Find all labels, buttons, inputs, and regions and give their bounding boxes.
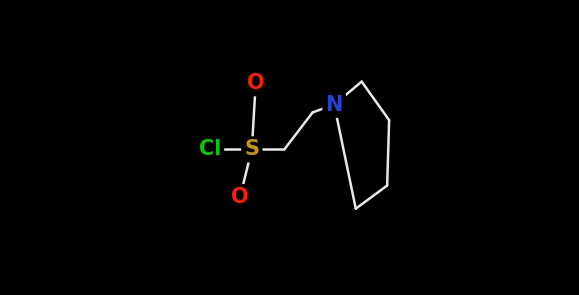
Text: N: N bbox=[325, 95, 343, 115]
Text: O: O bbox=[231, 187, 249, 207]
Text: S: S bbox=[244, 139, 259, 159]
Text: O: O bbox=[247, 73, 265, 93]
Text: Cl: Cl bbox=[199, 139, 221, 159]
